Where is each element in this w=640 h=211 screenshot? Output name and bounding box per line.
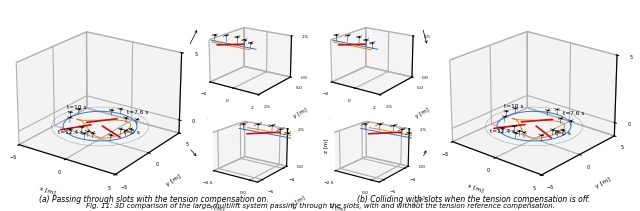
X-axis label: x [m]: x [m] <box>207 115 223 124</box>
Y-axis label: y [m]: y [m] <box>165 174 182 187</box>
X-axis label: x [m]: x [m] <box>467 183 484 193</box>
Y-axis label: y [m]: y [m] <box>412 196 428 207</box>
X-axis label: x [m]: x [m] <box>329 115 344 124</box>
Text: (b) Colliding with slots when the tension compensation is off.: (b) Colliding with slots when the tensio… <box>357 195 590 204</box>
Text: (a) Passing through slots with the tension compensation on.: (a) Passing through slots with the tensi… <box>39 195 268 204</box>
Y-axis label: y [m]: y [m] <box>414 107 430 119</box>
X-axis label: x [m]: x [m] <box>330 203 346 211</box>
X-axis label: x [m]: x [m] <box>209 203 224 211</box>
X-axis label: x [m]: x [m] <box>39 186 56 195</box>
Y-axis label: y [m]: y [m] <box>291 196 306 207</box>
Y-axis label: y [m]: y [m] <box>595 177 612 189</box>
Text: Fig. 11: 3D comparison of the large multilift system passing through the slots, : Fig. 11: 3D comparison of the large mult… <box>86 203 554 209</box>
Y-axis label: y [m]: y [m] <box>292 107 308 119</box>
